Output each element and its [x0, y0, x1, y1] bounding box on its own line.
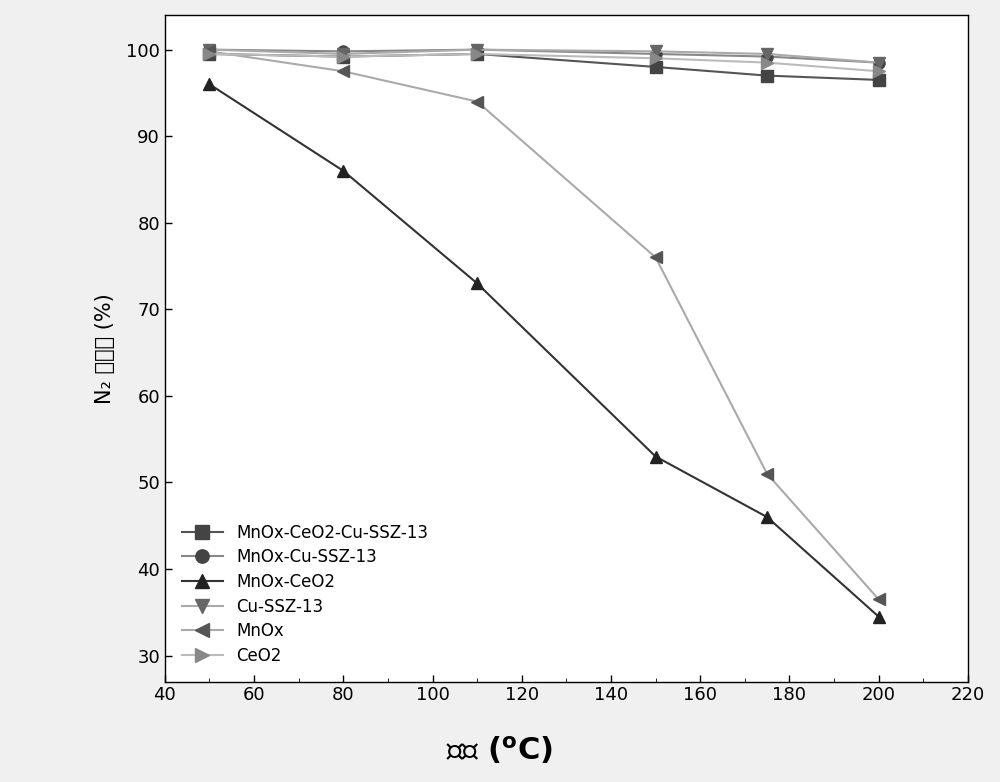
- Line: MnOx-Cu-SSZ-13: MnOx-Cu-SSZ-13: [204, 44, 884, 68]
- Y-axis label: N₂ 选择性 (%): N₂ 选择性 (%): [95, 293, 115, 404]
- Line: CeO2: CeO2: [204, 48, 884, 77]
- CeO2: [203, 49, 215, 59]
- MnOx: [873, 594, 885, 604]
- CeO2: [337, 52, 349, 61]
- Cu-SSZ-13: [203, 45, 215, 54]
- Cu-SSZ-13: [873, 58, 885, 67]
- CeO2: [761, 58, 773, 67]
- Legend: MnOx-CeO2-Cu-SSZ-13, MnOx-Cu-SSZ-13, MnOx-CeO2, Cu-SSZ-13, MnOx, CeO2: MnOx-CeO2-Cu-SSZ-13, MnOx-Cu-SSZ-13, MnO…: [173, 515, 437, 673]
- MnOx: [203, 47, 215, 56]
- MnOx-CeO2: [337, 166, 349, 175]
- Cu-SSZ-13: [337, 49, 349, 59]
- MnOx-CeO2: [650, 452, 662, 461]
- CeO2: [650, 54, 662, 63]
- MnOx-CeO2-Cu-SSZ-13: [471, 49, 483, 59]
- MnOx-Cu-SSZ-13: [337, 47, 349, 56]
- MnOx-CeO2-Cu-SSZ-13: [337, 52, 349, 61]
- MnOx-CeO2: [761, 512, 773, 522]
- MnOx-Cu-SSZ-13: [873, 58, 885, 67]
- Line: Cu-SSZ-13: Cu-SSZ-13: [204, 44, 884, 68]
- Cu-SSZ-13: [761, 49, 773, 59]
- MnOx-Cu-SSZ-13: [650, 49, 662, 59]
- Line: MnOx-CeO2-Cu-SSZ-13: MnOx-CeO2-Cu-SSZ-13: [204, 48, 884, 85]
- MnOx: [337, 66, 349, 76]
- MnOx-CeO2: [471, 278, 483, 288]
- MnOx-CeO2: [873, 612, 885, 622]
- MnOx: [650, 253, 662, 262]
- MnOx-CeO2-Cu-SSZ-13: [873, 75, 885, 84]
- MnOx-CeO2-Cu-SSZ-13: [650, 63, 662, 72]
- MnOx-Cu-SSZ-13: [203, 45, 215, 54]
- Cu-SSZ-13: [471, 45, 483, 54]
- MnOx-CeO2-Cu-SSZ-13: [761, 71, 773, 81]
- MnOx-CeO2: [203, 80, 215, 89]
- CeO2: [873, 66, 885, 76]
- Cu-SSZ-13: [650, 47, 662, 56]
- MnOx-CeO2-Cu-SSZ-13: [203, 49, 215, 59]
- MnOx-Cu-SSZ-13: [761, 52, 773, 61]
- Text: 温度 ($\mathregular{^o}$C): 温度 ($\mathregular{^o}$C): [446, 734, 554, 766]
- Line: MnOx: MnOx: [204, 46, 884, 605]
- MnOx: [471, 97, 483, 106]
- CeO2: [471, 49, 483, 59]
- Line: MnOx-CeO2: MnOx-CeO2: [204, 79, 884, 622]
- MnOx: [761, 469, 773, 479]
- MnOx-Cu-SSZ-13: [471, 45, 483, 54]
